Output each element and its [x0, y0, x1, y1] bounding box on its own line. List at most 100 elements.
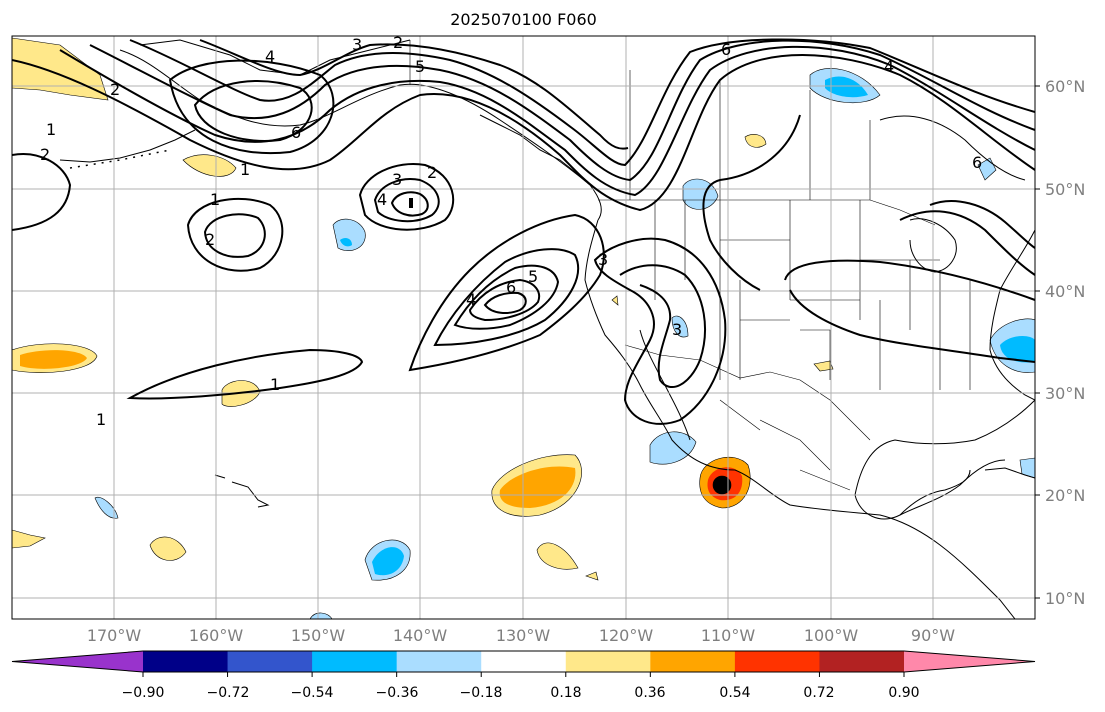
fill-yellow-tx — [813, 360, 834, 372]
contour-east-trough-2 — [929, 200, 1035, 249]
border-us-mexico — [624, 344, 871, 441]
contour-cut-1 — [358, 163, 455, 231]
contour-labels: 4 3 2 5 6 1 1 1 2 3 2 4 3 6 5 4 3 1 1 6 … — [40, 35, 982, 429]
fill-blue-baja — [649, 431, 697, 465]
low-center-marker — [409, 198, 413, 208]
contour-label: 4 — [466, 290, 476, 309]
coast-hudson — [879, 115, 1026, 181]
contour-ak-low — [193, 80, 313, 142]
lon-label: 130°W — [495, 626, 551, 645]
map-title: 2025070100 F060 — [450, 10, 597, 29]
contour-jet-3 — [89, 39, 1035, 182]
border-canada-prov — [629, 70, 871, 200]
coast-aleutians — [59, 129, 196, 163]
lon-label: 150°W — [290, 626, 346, 645]
contour-w-lobe — [12, 153, 72, 231]
contour-label: 3 — [352, 35, 362, 54]
border-mexico-states — [719, 399, 851, 491]
lon-label: 110°W — [700, 626, 756, 645]
lat-label: 10°N — [1045, 589, 1086, 608]
contour-label: 6 — [972, 153, 982, 172]
contour-jet-4 — [129, 38, 1035, 167]
coast-east-us — [989, 229, 1035, 401]
fill-storm-core — [712, 475, 732, 495]
colorbar-tick-label: 0.18 — [550, 685, 582, 701]
contour-midwest-2 — [789, 289, 1035, 363]
contour-trough-1 — [126, 348, 364, 400]
lat-label: 40°N — [1045, 282, 1086, 301]
colorbar-tick-label: 0.36 — [634, 685, 666, 701]
contour-eastpac-3 — [453, 264, 560, 330]
contour-eastpac-1 — [408, 213, 605, 372]
contour-pac-high — [186, 197, 284, 272]
contour-label: 2 — [40, 145, 50, 164]
colorbar-tick-label: −0.18 — [459, 685, 503, 701]
contour-label: 1 — [46, 120, 56, 139]
contour-label: 2 — [205, 230, 215, 249]
contour-jet-2 — [59, 45, 1035, 197]
contour-ak-low-2 — [168, 59, 335, 155]
contour-label: 1 — [240, 160, 250, 179]
contour-midwest — [784, 259, 1035, 301]
lon-label: 100°W — [803, 626, 859, 645]
lon-label: 170°W — [86, 626, 142, 645]
contour-label: 6 — [721, 40, 731, 59]
coast-west-us — [584, 219, 1016, 619]
colorbar-tick-label: −0.54 — [290, 685, 334, 701]
contour-cut-3 — [390, 191, 429, 217]
colorbar-tick-label: −0.72 — [206, 685, 250, 701]
fill-blue-atlantic-core — [1000, 335, 1035, 363]
lat-label: 20°N — [1045, 486, 1086, 505]
contour-label: 3 — [598, 250, 608, 269]
contour-sw-us-2 — [619, 264, 706, 389]
contour-pac-high-2 — [203, 213, 266, 258]
fill-orange-west-core — [20, 350, 87, 369]
colorbar-tick-label: −0.36 — [375, 685, 419, 701]
contour-jet-1 — [12, 54, 1035, 212]
contour-dot-line — [69, 149, 171, 169]
lon-label: 90°W — [910, 626, 956, 645]
coast-hawaii — [214, 474, 270, 508]
contour-label: 1 — [270, 375, 280, 394]
fill-yellow-edge — [12, 529, 46, 549]
fill-yellow-south3 — [585, 571, 599, 581]
lat-label: 50°N — [1045, 180, 1086, 199]
contour-cut-2 — [373, 178, 440, 223]
coast-great-lakes — [909, 218, 957, 273]
lat-label: 30°N — [1045, 384, 1086, 403]
colorbar-tick-label: 0.72 — [803, 685, 835, 701]
fill-blue-south-core — [372, 547, 404, 576]
contour-eastpac-2 — [433, 248, 580, 347]
border-canada-us — [598, 199, 936, 226]
lon-label: 140°W — [392, 626, 448, 645]
contour-eastpac-5 — [483, 291, 527, 314]
fill-blue-small — [94, 496, 119, 519]
fill-yellow-canada — [744, 134, 767, 148]
contour-eastpac-4 — [468, 278, 540, 322]
contour-label: 6 — [291, 123, 301, 142]
contour-label: 5 — [415, 57, 425, 76]
contour-label: 6 — [506, 278, 516, 297]
contour-label: 3 — [672, 320, 682, 339]
fill-orange-subtrop-core — [499, 466, 576, 508]
map-frame — [11, 35, 1036, 620]
contour-sw-us — [593, 237, 727, 425]
political-borders — [409, 40, 971, 491]
contour-label: 2 — [110, 80, 120, 99]
fill-blue-midpac — [332, 218, 366, 252]
colorbar-tick-label: 0.90 — [888, 685, 920, 701]
contour-label: 4 — [265, 47, 275, 66]
contour-label: 1 — [96, 410, 106, 429]
lon-label: 160°W — [188, 626, 244, 645]
lon-label: 120°W — [598, 626, 654, 645]
lat-label: 60°N — [1045, 77, 1086, 96]
fill-blue-great-basin — [671, 315, 689, 338]
fill-yellow-ak — [182, 154, 237, 177]
contour-label: 5 — [528, 267, 538, 286]
contour-label: 4 — [377, 190, 387, 209]
fill-yellow-south1 — [149, 536, 187, 561]
coast-cuba — [984, 467, 1035, 479]
fill-blue-midpac-2 — [340, 237, 352, 247]
contours — [12, 38, 1035, 425]
